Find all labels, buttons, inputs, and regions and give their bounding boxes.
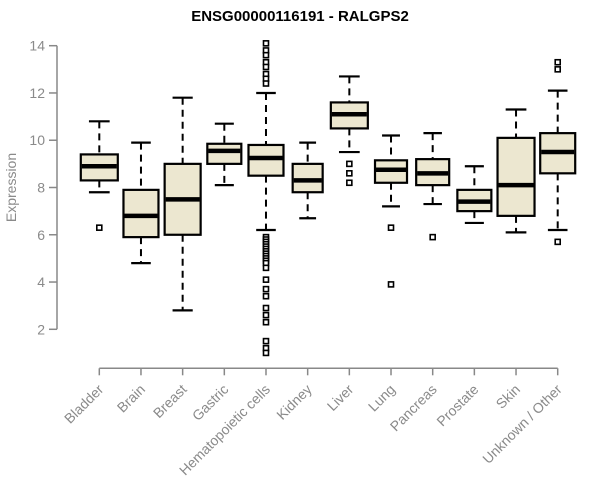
- outlier-point: [262, 311, 270, 319]
- outlier-point: [387, 281, 395, 288]
- x-tick-label: Lung: [365, 381, 398, 414]
- x-tick-label: Skin: [493, 381, 524, 412]
- boxplot-liver: [329, 75, 369, 187]
- y-tick-label: 10: [29, 132, 45, 148]
- y-tick-label: 2: [37, 321, 45, 337]
- y-tick-label: 6: [37, 227, 45, 243]
- x-tick-label: Kidney: [273, 381, 315, 423]
- boxplot-brain: [122, 141, 160, 265]
- boxplot-pancreas: [415, 132, 451, 241]
- chart-title: ENSG00000116191 - RALGPS2: [191, 8, 409, 25]
- outlier-point: [262, 264, 270, 272]
- outlier-point: [262, 349, 270, 357]
- x-tick-label: Breast: [150, 381, 190, 421]
- x-tick-label: Unknown / Other: [479, 381, 565, 467]
- outlier-point: [262, 292, 270, 300]
- outlier-point: [262, 337, 270, 345]
- outlier-point: [554, 238, 562, 246]
- y-tick-label: 4: [37, 274, 45, 290]
- iqr-box: [206, 142, 243, 165]
- outlier-point: [262, 63, 270, 71]
- outlier-point: [262, 40, 270, 47]
- outlier-point: [346, 179, 353, 187]
- iqr-box: [496, 136, 536, 217]
- iqr-box: [122, 188, 160, 239]
- boxplot-skin: [496, 108, 536, 234]
- x-tick-label: Liver: [324, 381, 357, 414]
- y-tick-label: 8: [37, 179, 45, 195]
- x-tick-label: Prostate: [433, 381, 481, 429]
- outlier-point: [346, 160, 353, 168]
- outlier-point: [262, 285, 270, 293]
- outlier-point: [262, 304, 270, 312]
- boxplot-kidney: [291, 141, 324, 220]
- boxplot-breast: [163, 96, 202, 312]
- outlier-point: [262, 80, 270, 87]
- outlier-point: [554, 66, 562, 73]
- outlier-point: [387, 224, 395, 231]
- boxplot-lung: [373, 134, 409, 288]
- outlier-point: [262, 318, 270, 326]
- outlier-point: [346, 170, 353, 177]
- x-tick-label: Bladder: [61, 381, 107, 427]
- iqr-box: [291, 162, 324, 194]
- outlier-point: [96, 224, 103, 231]
- x-tick-label: Brain: [114, 381, 148, 415]
- boxplot-unknown-other: [539, 58, 577, 246]
- y-tick-label: 14: [29, 38, 45, 54]
- boxplot-bladder: [79, 120, 119, 231]
- outlier-point: [262, 276, 270, 283]
- y-axis-title: Expression: [3, 153, 19, 222]
- boxplot-gastric: [206, 122, 243, 187]
- y-tick-label: 12: [29, 85, 45, 101]
- boxplot-hematopoietic-cells: [247, 40, 285, 357]
- outlier-point: [262, 51, 270, 59]
- boxplot-prostate: [456, 165, 493, 225]
- iqr-box: [247, 143, 285, 177]
- outlier-point: [429, 233, 436, 241]
- outlier-point: [554, 58, 562, 66]
